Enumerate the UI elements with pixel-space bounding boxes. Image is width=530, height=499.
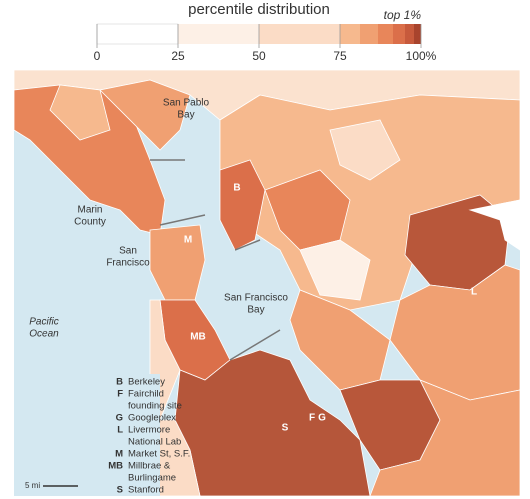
top-label: top 1% bbox=[384, 8, 422, 22]
scale-label: 5 mi bbox=[25, 481, 40, 490]
place-label: San Francisco bbox=[224, 293, 288, 304]
key-code: S bbox=[117, 485, 123, 496]
place-label: Marin bbox=[77, 205, 102, 216]
tick-label: 50 bbox=[252, 49, 266, 63]
key-name: Berkeley bbox=[128, 377, 165, 388]
key-code: F bbox=[117, 389, 123, 400]
key-code: L bbox=[117, 425, 123, 436]
legend-ticks: 0 25 50 75 100% bbox=[94, 24, 437, 63]
key-name: Googleplex bbox=[128, 413, 176, 424]
place-label: Francisco bbox=[106, 258, 150, 269]
key-name: Millbrae & bbox=[128, 461, 171, 472]
place-label: Bay bbox=[177, 110, 194, 121]
site-code: B bbox=[233, 183, 240, 194]
key-name: founding site bbox=[128, 401, 182, 412]
key-name: Market St, S.F. bbox=[128, 449, 190, 460]
tick-label: 0 bbox=[94, 49, 101, 63]
map bbox=[13, 69, 521, 497]
legend-title: percentile distribution bbox=[188, 1, 330, 18]
key-name: Livermore bbox=[128, 425, 170, 436]
tick-label: 25 bbox=[171, 49, 185, 63]
site-code: L bbox=[471, 287, 477, 298]
tick-label: 100% bbox=[406, 49, 437, 63]
place-label: San bbox=[119, 246, 137, 257]
place-label: Ocean bbox=[29, 329, 59, 340]
site-code: S bbox=[282, 423, 289, 434]
key-code: MB bbox=[108, 461, 123, 472]
key-code: M bbox=[115, 449, 123, 460]
site-code: G bbox=[318, 413, 326, 424]
site-code: MB bbox=[190, 332, 206, 343]
place-label: County bbox=[74, 217, 106, 228]
key-name: Stanford bbox=[128, 485, 164, 496]
place-label: Pacific bbox=[29, 317, 58, 328]
legend-bar bbox=[96, 23, 421, 45]
key-name: National Lab bbox=[128, 437, 181, 448]
map-labels: San PabloBayMarinCountySanFranciscoPacif… bbox=[25, 98, 477, 496]
tick-label: 75 bbox=[333, 49, 347, 63]
place-label: San Pablo bbox=[163, 98, 210, 109]
key-name: Fairchild bbox=[128, 389, 164, 400]
key-name: Burlingame bbox=[128, 473, 176, 484]
site-code: M bbox=[184, 235, 192, 246]
key-code: G bbox=[116, 413, 123, 424]
key-code: B bbox=[116, 377, 123, 388]
site-code: F bbox=[309, 413, 315, 424]
place-label: Bay bbox=[247, 305, 264, 316]
